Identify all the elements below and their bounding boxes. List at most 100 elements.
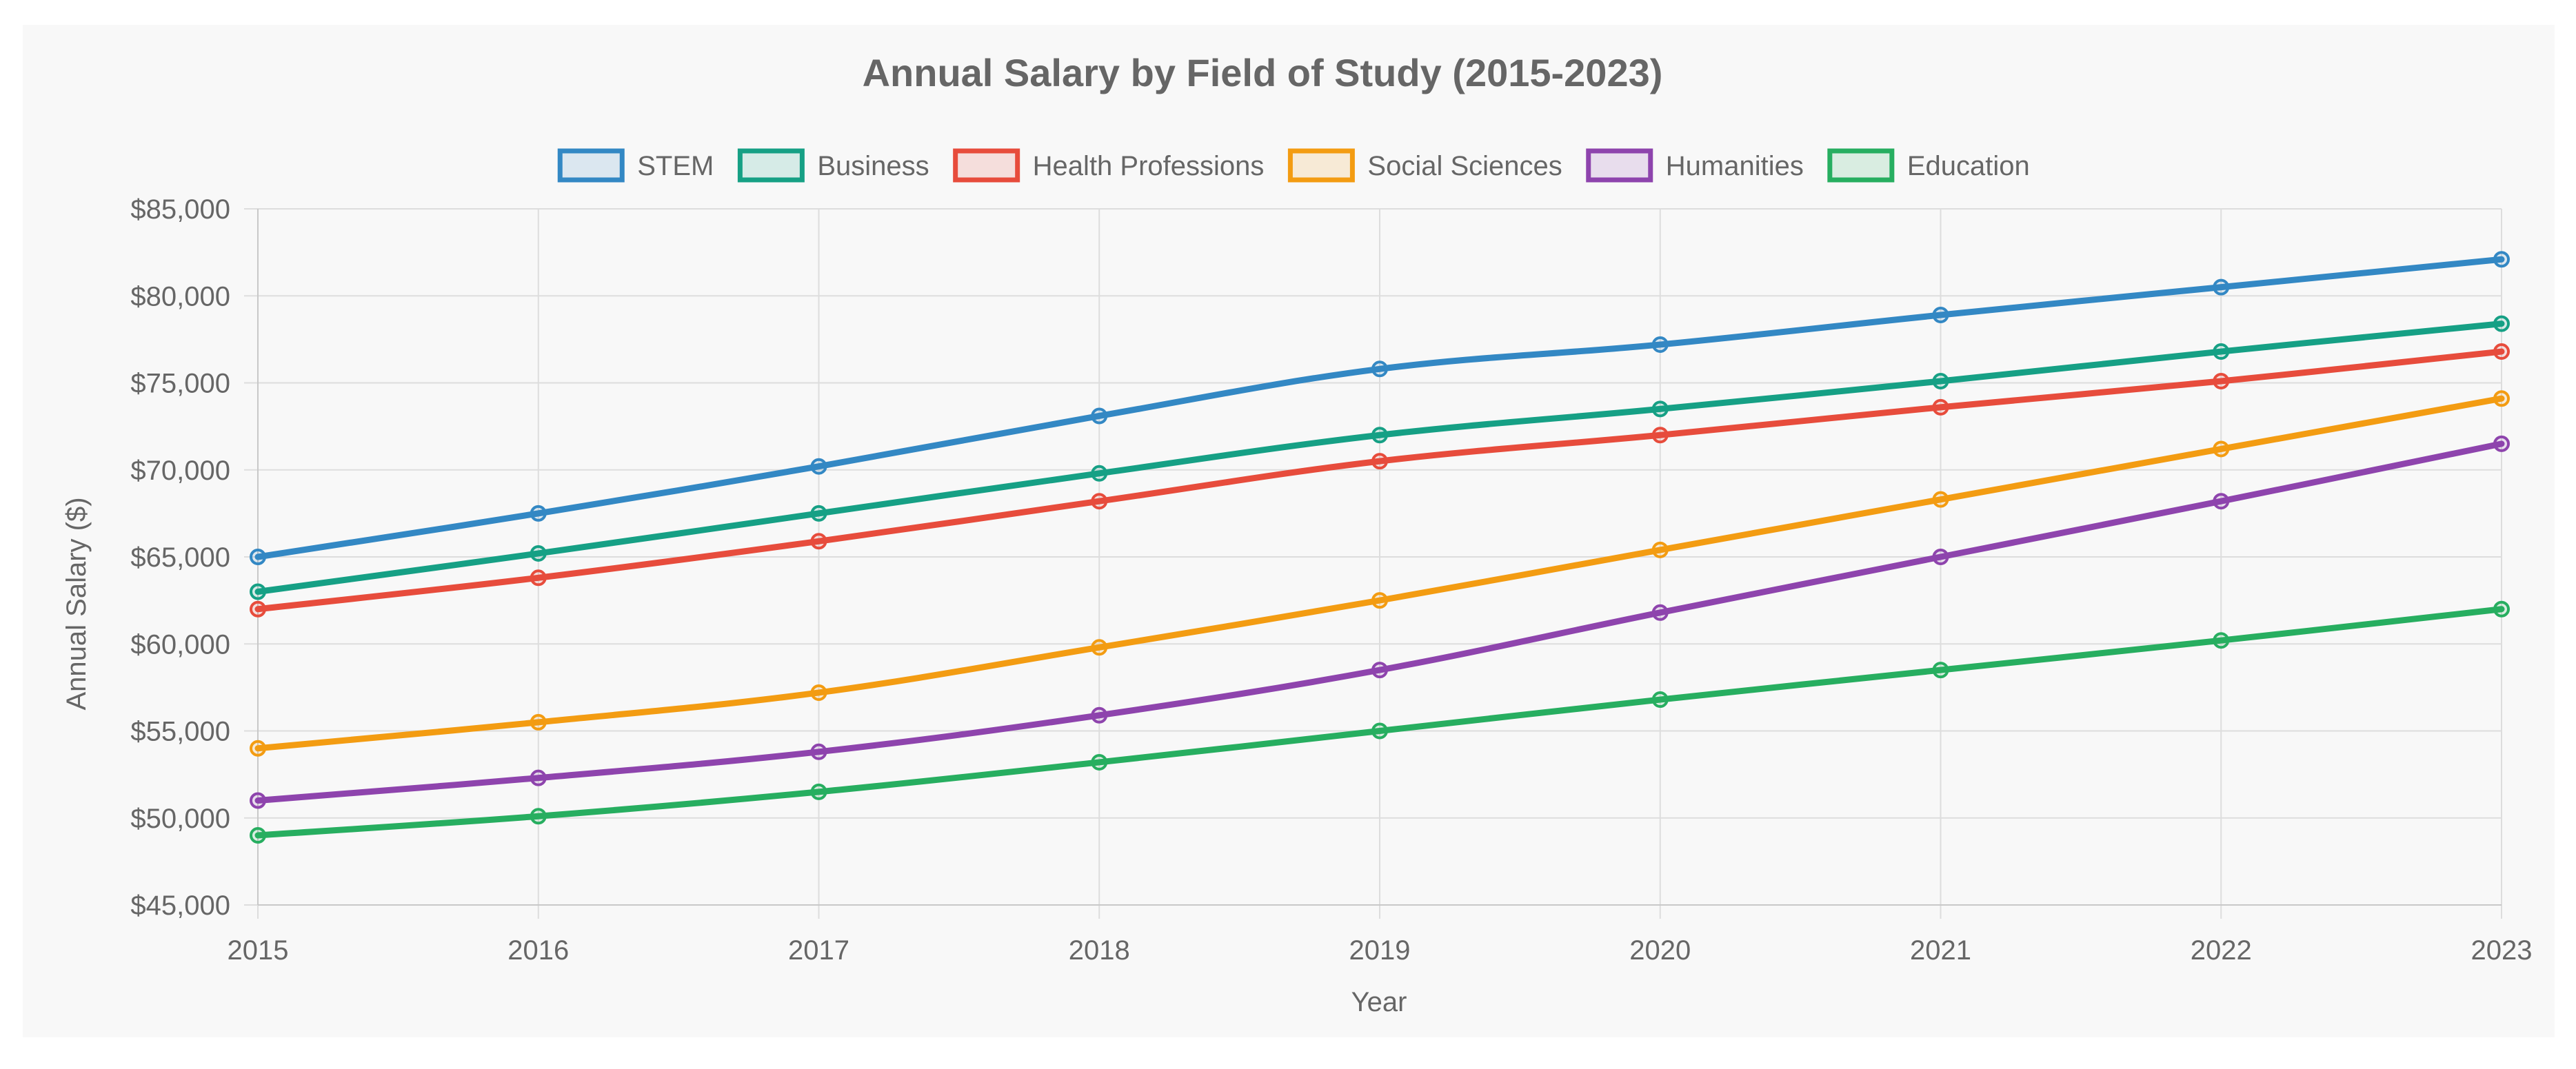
legend-swatch bbox=[557, 148, 625, 183]
legend-label: Humanities bbox=[1666, 151, 1804, 181]
data-point bbox=[810, 458, 827, 475]
x-tick-label: 2015 bbox=[228, 935, 289, 966]
data-point bbox=[810, 743, 827, 760]
x-axis-title: Year bbox=[1351, 987, 1407, 1017]
data-point bbox=[250, 740, 266, 757]
data-point bbox=[2493, 435, 2510, 452]
data-point bbox=[2213, 372, 2230, 389]
series-line-social-sciences bbox=[254, 395, 2505, 752]
data-point bbox=[2213, 440, 2230, 458]
y-tick-label: $70,000 bbox=[130, 456, 230, 486]
y-tick-label: $65,000 bbox=[130, 542, 230, 573]
legend-item-business: Business bbox=[737, 148, 929, 183]
data-point bbox=[2213, 278, 2230, 296]
series-business bbox=[250, 315, 2510, 600]
data-point bbox=[1932, 398, 1949, 416]
x-tick-label: 2019 bbox=[1349, 935, 1411, 966]
data-point bbox=[1932, 662, 1949, 679]
y-axis-ticks: $85,000 $80,000 $75,000 $70,000 $65,000 $60,0… bbox=[130, 194, 230, 921]
data-point bbox=[1651, 691, 1669, 709]
legend-swatch bbox=[737, 148, 805, 183]
data-point bbox=[810, 505, 827, 522]
y-tick-label: $50,000 bbox=[130, 804, 230, 834]
legend-label: Education bbox=[1907, 151, 2030, 181]
series-humanities bbox=[250, 435, 2510, 809]
data-point bbox=[1932, 491, 1949, 508]
data-point bbox=[810, 533, 827, 550]
data-point bbox=[2493, 343, 2510, 360]
x-tick-label: 2020 bbox=[1629, 935, 1691, 966]
legend-item-social-sciences: Social Sciences bbox=[1287, 148, 1562, 183]
data-point bbox=[250, 583, 266, 600]
y-tick-label: $75,000 bbox=[130, 369, 230, 399]
y-tick-label: $80,000 bbox=[130, 281, 230, 312]
series-group bbox=[250, 251, 2510, 844]
data-point bbox=[530, 713, 547, 731]
data-point bbox=[530, 769, 547, 786]
data-point bbox=[530, 505, 547, 522]
series-line-business bbox=[254, 320, 2505, 595]
data-point bbox=[1651, 427, 1669, 444]
legend-swatch bbox=[1287, 148, 1355, 183]
data-point bbox=[1371, 592, 1388, 609]
series-line-humanities bbox=[254, 440, 2505, 804]
data-point bbox=[2493, 600, 2510, 618]
data-point bbox=[1371, 427, 1388, 444]
data-point bbox=[530, 569, 547, 587]
y-axis-title: Annual Salary ($) bbox=[61, 497, 92, 710]
data-point bbox=[2213, 343, 2230, 360]
x-tick-label: 2021 bbox=[1910, 935, 1971, 966]
data-point bbox=[250, 792, 266, 809]
legend-label: Health Professions bbox=[1033, 151, 1265, 181]
y-tick-label: $85,000 bbox=[130, 194, 230, 225]
x-axis-ticks: 2015 2016 2017 2018 2019 2020 2021 2022 2023 bbox=[228, 935, 2533, 966]
chart-title: Annual Salary by Field of Study (2015-20… bbox=[863, 51, 1663, 94]
x-tick-label: 2017 bbox=[788, 935, 849, 966]
data-point bbox=[1932, 549, 1949, 565]
legend-swatch bbox=[953, 148, 1020, 183]
legend-swatch bbox=[1586, 148, 1653, 183]
x-tick-label: 2022 bbox=[2191, 935, 2252, 966]
data-point bbox=[1371, 453, 1388, 470]
data-point bbox=[2493, 390, 2510, 407]
data-point bbox=[1091, 465, 1108, 482]
legend-item-humanities: Humanities bbox=[1586, 148, 1804, 183]
legend-item-health-professions: Health Professions bbox=[953, 148, 1265, 183]
data-point bbox=[1651, 336, 1669, 353]
y-tick-label: $45,000 bbox=[130, 890, 230, 921]
data-point bbox=[2493, 251, 2510, 268]
data-point bbox=[250, 600, 266, 618]
series-line-stem bbox=[254, 256, 2505, 560]
data-point bbox=[530, 808, 547, 825]
legend-label: Social Sciences bbox=[1367, 151, 1562, 181]
series-stem bbox=[250, 251, 2510, 565]
data-point bbox=[2213, 493, 2230, 510]
x-tick-label: 2016 bbox=[507, 935, 569, 966]
series-line-education bbox=[254, 606, 2505, 839]
data-point bbox=[250, 827, 266, 844]
data-point bbox=[1651, 604, 1669, 621]
x-tick-label: 2018 bbox=[1069, 935, 1130, 966]
series-education bbox=[250, 600, 2510, 844]
legend-label: STEM bbox=[637, 151, 714, 181]
x-tick-label: 2023 bbox=[2471, 935, 2533, 966]
data-point bbox=[810, 684, 827, 701]
y-tick-label: $55,000 bbox=[130, 717, 230, 747]
data-point bbox=[1091, 706, 1108, 724]
data-point bbox=[2493, 315, 2510, 332]
legend: STEM Business Health Professions Social Sci… bbox=[557, 148, 2030, 183]
data-point bbox=[1371, 360, 1388, 378]
data-point bbox=[1091, 407, 1108, 425]
data-point bbox=[1091, 639, 1108, 656]
legend-label: Business bbox=[817, 151, 929, 181]
y-tick-label: $60,000 bbox=[130, 629, 230, 660]
data-point bbox=[1651, 541, 1669, 558]
legend-swatch bbox=[1827, 148, 1895, 183]
data-point bbox=[1371, 722, 1388, 740]
data-point bbox=[1651, 400, 1669, 418]
series-line-health-professions bbox=[254, 348, 2505, 613]
data-point bbox=[1932, 372, 1949, 389]
data-point bbox=[2213, 632, 2230, 649]
data-point bbox=[1091, 753, 1108, 771]
